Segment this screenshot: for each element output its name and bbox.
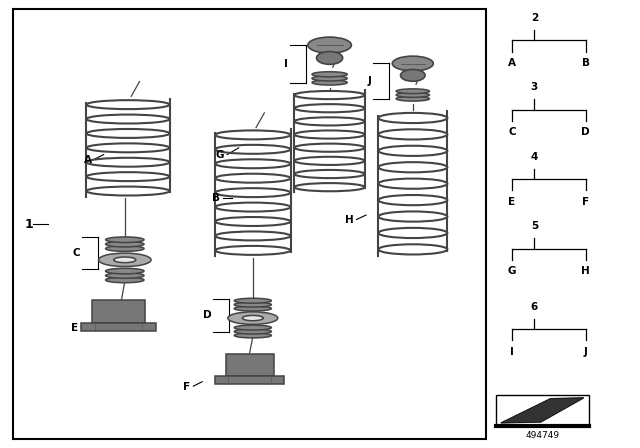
Ellipse shape [234,329,271,334]
Ellipse shape [234,298,271,303]
Text: I: I [284,59,288,69]
Ellipse shape [234,306,271,311]
Ellipse shape [106,237,144,242]
Text: G: G [508,266,516,276]
Ellipse shape [234,333,271,338]
Text: 5: 5 [531,221,538,231]
Ellipse shape [106,246,144,251]
Text: G: G [216,151,224,160]
Text: 2: 2 [531,13,538,23]
Ellipse shape [396,96,429,101]
Bar [215,376,284,384]
Ellipse shape [317,52,342,65]
Bar [496,395,589,426]
Text: E: E [71,323,78,333]
Ellipse shape [106,277,144,283]
Ellipse shape [396,89,429,94]
Text: A: A [508,58,516,68]
Ellipse shape [312,80,348,85]
Text: C: C [508,127,516,137]
Text: 1: 1 [24,217,33,231]
Text: B: B [211,193,220,203]
Ellipse shape [234,302,271,307]
Text: D: D [581,127,590,137]
Bar [92,300,145,323]
Text: 494749: 494749 [525,431,559,440]
Ellipse shape [234,325,271,330]
Text: E: E [508,197,516,207]
Text: C: C [72,248,80,258]
Ellipse shape [312,72,348,77]
Ellipse shape [396,93,429,97]
Ellipse shape [312,76,348,81]
Text: 3: 3 [531,82,538,92]
Ellipse shape [106,273,144,278]
Ellipse shape [308,37,351,53]
Text: F: F [582,197,589,207]
Ellipse shape [114,257,136,263]
Ellipse shape [392,56,433,71]
Text: 4: 4 [531,152,538,162]
Ellipse shape [401,69,425,81]
Text: H: H [581,266,590,276]
Text: D: D [203,310,211,320]
Bar [226,354,274,376]
Ellipse shape [106,268,144,274]
Text: I: I [510,347,514,357]
Text: J: J [584,347,588,357]
Ellipse shape [99,253,151,267]
Polygon shape [501,398,584,423]
Text: 6: 6 [531,302,538,312]
Text: H: H [344,215,353,225]
Bar [13,9,486,439]
Ellipse shape [106,241,144,247]
Text: B: B [582,58,589,68]
Bar [81,323,156,331]
Text: A: A [83,155,92,165]
Ellipse shape [228,312,278,324]
Text: J: J [367,76,371,86]
Ellipse shape [243,315,263,321]
Text: F: F [183,382,190,392]
